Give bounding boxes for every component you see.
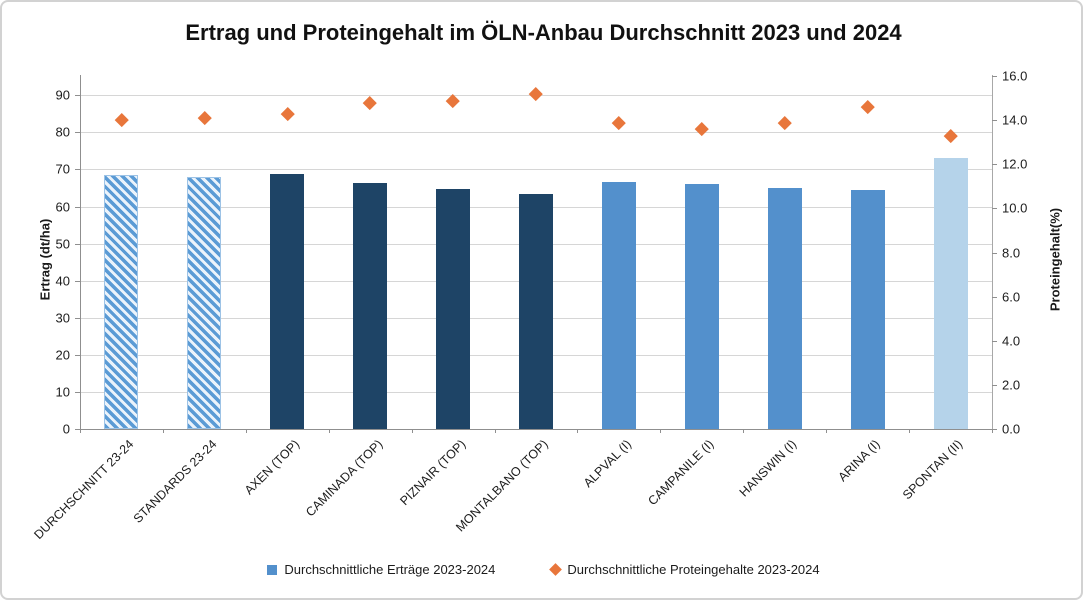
- protein-marker-durchschnitt-23-24: [114, 113, 129, 127]
- right-axis-tickmark: [992, 164, 997, 166]
- right-axis-tick-label-12-0: 12.0: [1002, 156, 1028, 172]
- right-axis-tick-label-2-0: 2.0: [1002, 377, 1021, 393]
- left-axis-line: [80, 75, 81, 429]
- x-axis-tickmark: [577, 429, 579, 433]
- left-axis-tickmark: [75, 206, 80, 208]
- x-axis-tickmark: [660, 429, 662, 433]
- right-axis-tick-label-14-0: 14.0: [1002, 112, 1028, 128]
- right-axis-tick-label-0-0: 0.0: [1002, 421, 1021, 437]
- right-axis-title: Proteingehalt(%): [1047, 207, 1063, 312]
- left-axis-tick-label-60: 60: [55, 199, 70, 215]
- legend-label-ertraege: Durchschnittliche Erträge 2023-2024: [284, 562, 496, 577]
- left-axis-tickmark: [75, 391, 80, 393]
- right-axis-tickmark: [992, 296, 997, 298]
- left-axis-tickmark: [75, 280, 80, 282]
- protein-marker-alpval-i: [612, 115, 626, 130]
- right-axis-tick-label-10-0: 10.0: [1002, 200, 1028, 216]
- protein-marker-arina-i: [860, 100, 875, 114]
- left-axis-tick-label-30: 30: [55, 310, 70, 326]
- right-axis-tickmark: [992, 384, 997, 386]
- x-axis-label-standards-23-24: STANDARDS 23-24: [130, 437, 220, 526]
- right-axis-tick-label-6-0: 6.0: [1002, 289, 1021, 305]
- x-axis-label-caminada-top: CAMINADA (TOP): [302, 437, 386, 520]
- left-axis-tickmark: [75, 317, 80, 319]
- gridline-70: [80, 169, 992, 171]
- left-axis-tickmark: [75, 243, 80, 245]
- x-axis-tickmark: [411, 429, 413, 433]
- left-axis-tick-label-90: 90: [55, 87, 70, 103]
- x-axis-label-montalbano-top: MONTALBANO (TOP): [453, 437, 551, 535]
- left-axis-tickmark: [75, 354, 80, 356]
- protein-marker-spontan-ii: [943, 128, 958, 143]
- x-axis-label-axen-top: AXEN (TOP): [241, 437, 303, 498]
- bar-piznair-top: [436, 188, 471, 429]
- legend-square-swatch-icon: [267, 564, 278, 575]
- x-axis-label-arina-i: ARINA (I): [835, 437, 883, 485]
- legend-diamond-swatch-icon: [549, 563, 563, 576]
- protein-marker-montalbano-top: [529, 86, 543, 101]
- x-axis-tickmark: [162, 429, 164, 433]
- right-axis-tick-label-4-0: 4.0: [1002, 333, 1021, 349]
- x-axis-label-campanile-i: CAMPANILE (I): [645, 437, 717, 509]
- left-axis-tick-label-70: 70: [55, 161, 70, 177]
- right-axis-tickmark: [992, 76, 997, 77]
- right-axis-tickmark: [992, 252, 997, 254]
- protein-marker-axen-top: [280, 106, 294, 121]
- right-axis-tick-label-16-0: 16.0: [1002, 68, 1028, 84]
- protein-marker-caminada-top: [363, 95, 377, 110]
- x-axis-tickmark: [826, 429, 828, 433]
- protein-marker-campanile-i: [695, 122, 709, 136]
- left-axis-tick-label-0: 0: [62, 421, 70, 437]
- left-axis-tick-label-10: 10: [55, 384, 70, 400]
- x-axis-tickmark: [743, 429, 745, 433]
- x-axis-label-hanswin-i: HANSWIN (I): [737, 437, 800, 500]
- right-axis-tickmark: [992, 208, 997, 210]
- right-axis-tickmark: [992, 429, 997, 430]
- legend-item-proteingehalte: Durchschnittliche Proteingehalte 2023-20…: [549, 562, 820, 577]
- legend-item-ertraege: Durchschnittliche Erträge 2023-2024: [267, 562, 495, 577]
- left-axis-tick-label-50: 50: [55, 236, 70, 252]
- bar-alpval-i: [601, 182, 636, 429]
- gridline-80: [80, 132, 992, 134]
- bar-campanile-i: [684, 184, 719, 429]
- bar-axen-top: [270, 173, 305, 429]
- bar-montalbano-top: [519, 193, 553, 429]
- bar-durchschnitt-23-24: [104, 175, 139, 429]
- legend-label-proteingehalte: Durchschnittliche Proteingehalte 2023-20…: [567, 562, 820, 577]
- x-axis-label-piznair-top: PIZNAIR (TOP): [396, 437, 468, 509]
- left-axis-tick-label-40: 40: [55, 273, 70, 289]
- x-axis-tickmark: [80, 429, 81, 433]
- bar-standards-23-24: [187, 176, 222, 429]
- left-axis-tickmark: [75, 429, 80, 430]
- bar-arina-i: [850, 190, 885, 429]
- left-axis-tickmark: [75, 169, 80, 171]
- bar-spontan-ii: [933, 158, 968, 429]
- x-axis-label-spontan-ii: SPONTAN (II): [900, 437, 966, 503]
- bar-hanswin-i: [767, 187, 802, 429]
- right-axis-tick-label-8-0: 8.0: [1002, 245, 1021, 260]
- left-axis-tickmark: [75, 132, 80, 134]
- protein-marker-standards-23-24: [197, 111, 212, 125]
- x-axis-tickmark: [909, 429, 911, 433]
- bottom-axis-line: [80, 429, 993, 430]
- right-axis-line: [992, 75, 993, 429]
- bar-caminada-top: [353, 182, 388, 429]
- chart-title: Ertrag und Proteingehalt im ÖLN-Anbau Du…: [185, 20, 902, 45]
- x-axis-tickmark: [992, 429, 993, 433]
- x-axis-tickmark: [245, 429, 247, 433]
- chart-legend: Durchschnittliche Erträge 2023-2024 Durc…: [2, 562, 1081, 577]
- x-axis-label-alpval-i: ALPVAL (I): [580, 437, 634, 491]
- left-axis-tickmark: [75, 95, 80, 97]
- x-axis-tickmark: [328, 429, 330, 433]
- right-axis-tickmark: [992, 340, 997, 342]
- left-axis-tick-label-80: 80: [55, 124, 70, 140]
- right-axis-tickmark: [992, 120, 997, 122]
- left-axis-tick-label-20: 20: [55, 347, 70, 363]
- x-axis-label-durchschnitt-23-24: DURCHSCHNITT 23-24: [31, 437, 137, 543]
- protein-marker-hanswin-i: [778, 115, 792, 130]
- x-axis-tickmark: [494, 429, 496, 433]
